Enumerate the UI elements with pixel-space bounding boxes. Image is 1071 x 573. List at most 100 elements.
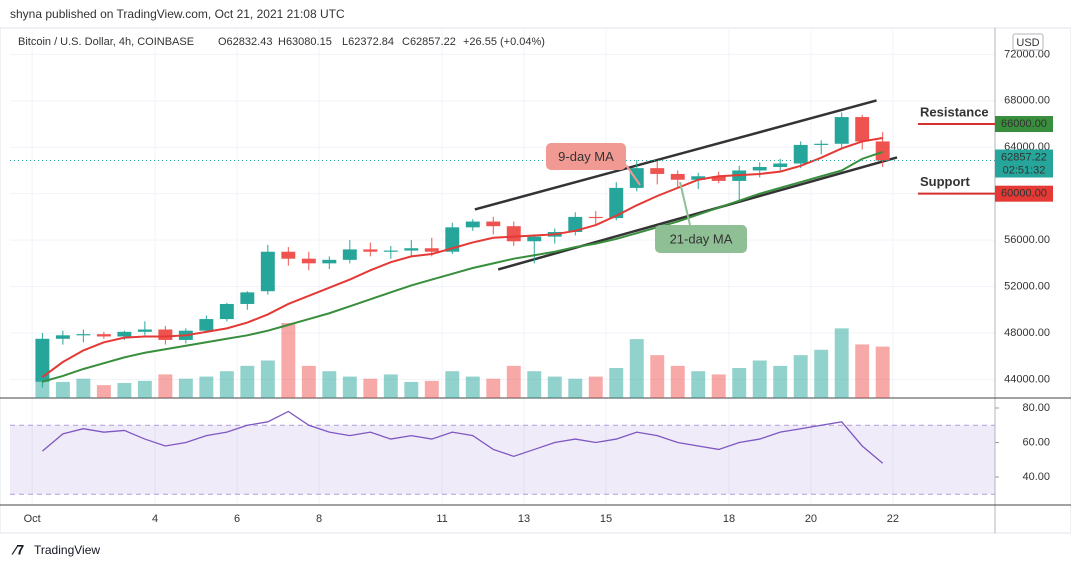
- volume-bar: [732, 368, 747, 398]
- candle-body: [199, 319, 214, 331]
- level-text: Resistance: [920, 104, 989, 119]
- candle-body: [35, 338, 50, 382]
- candle-body: [260, 251, 275, 292]
- rsi-band: [10, 425, 995, 495]
- candle-body: [219, 303, 234, 320]
- legend-high: H63080.15: [278, 36, 332, 48]
- y-tick-label: 72000.00: [1004, 48, 1050, 60]
- y-tick-label: 44000.00: [1004, 373, 1050, 385]
- volume-bar: [465, 376, 480, 398]
- level-box: [995, 116, 1053, 133]
- candle-body: [76, 334, 91, 336]
- volume-bar: [506, 365, 521, 398]
- volume-bar: [547, 376, 562, 398]
- x-tick-label: 13: [518, 513, 530, 525]
- candle-body: [322, 259, 337, 264]
- volume-bar: [875, 346, 890, 398]
- volume-bar: [76, 378, 91, 398]
- candle-body: [486, 221, 501, 227]
- candle-body: [158, 329, 173, 340]
- candle-body: [96, 334, 111, 337]
- x-tick-label: 22: [887, 513, 899, 525]
- annotation-pointer: [679, 181, 691, 226]
- candle-body: [875, 141, 890, 161]
- volume-bar: [445, 371, 460, 398]
- annotation-box: [546, 143, 626, 170]
- countdown: 02:51:32: [1003, 164, 1046, 176]
- volume-bar: [424, 380, 439, 398]
- x-tick-label: 8: [316, 513, 322, 525]
- candle-body: [445, 227, 460, 252]
- candle-body: [383, 250, 398, 252]
- annotation-text: 9-day MA: [558, 149, 614, 164]
- candle-body: [691, 176, 706, 180]
- volume-bar: [834, 328, 849, 398]
- candle-body: [834, 117, 849, 144]
- candle-body: [465, 221, 480, 228]
- volume-bar: [219, 371, 234, 398]
- candle-body: [670, 173, 685, 180]
- annotation-text: 21-day MA: [670, 231, 733, 246]
- ma21-line: [42, 150, 884, 383]
- y-tick-label: 68000.00: [1004, 95, 1050, 107]
- x-tick-label: Oct: [24, 513, 41, 525]
- volume-bar: [609, 368, 624, 398]
- volume-bar: [670, 365, 685, 398]
- candle-body: [506, 226, 521, 242]
- volume-bar: [711, 374, 726, 398]
- volume-bar: [527, 371, 542, 398]
- volume-bar: [814, 349, 829, 398]
- channel-line: [497, 156, 898, 271]
- volume-bar: [629, 339, 644, 398]
- brand-icon: ⁄7: [11, 542, 24, 558]
- candle-body: [363, 249, 378, 252]
- level-label: 60000.00: [1001, 188, 1047, 200]
- candle-body: [711, 176, 726, 181]
- volume-bar: [363, 378, 378, 398]
- candle-body: [240, 292, 255, 304]
- candle-body: [855, 117, 870, 142]
- candle-body: [773, 163, 788, 167]
- candle-body: [609, 187, 624, 219]
- volume-bar: [199, 376, 214, 398]
- y-tick-label: 52000.00: [1004, 280, 1050, 292]
- ma9-line: [41, 136, 883, 378]
- candle-body: [55, 335, 70, 339]
- volume-bar: [55, 381, 70, 398]
- brand: TradingView: [34, 543, 100, 557]
- candle-body: [568, 216, 583, 232]
- x-tick-label: 11: [436, 513, 447, 525]
- volume-bar: [322, 371, 337, 398]
- candle-body: [588, 216, 603, 219]
- channel-line: [474, 99, 877, 211]
- volume-bar: [588, 376, 603, 398]
- rsi-tick-label: 60.00: [1022, 436, 1050, 448]
- candle-body: [137, 329, 152, 332]
- candle-body: [650, 168, 665, 174]
- volume-bar: [158, 374, 173, 398]
- volume-bar: [281, 323, 296, 398]
- x-tick-label: 20: [805, 513, 817, 525]
- rsi-tick-label: 40.00: [1022, 471, 1050, 483]
- candle-body: [814, 143, 829, 145]
- candle-body: [793, 144, 808, 164]
- candle-body: [117, 331, 132, 337]
- y-tick-label: 48000.00: [1004, 327, 1050, 339]
- volume-bar: [342, 376, 357, 398]
- legend-low: L62372.84: [342, 36, 394, 48]
- rsi-tick-label: 80.00: [1022, 402, 1050, 414]
- volume-bar: [691, 371, 706, 398]
- last-price-box: [995, 149, 1053, 178]
- annotation-pointer: [625, 164, 641, 186]
- x-tick-label: 6: [234, 513, 240, 525]
- legend-open: O62832.43: [218, 36, 272, 48]
- last-price-label: 62857.22: [1001, 151, 1047, 163]
- candle-body: [629, 168, 644, 188]
- volume-bar: [568, 378, 583, 398]
- x-tick-label: 15: [600, 513, 612, 525]
- rsi-line: [41, 410, 884, 464]
- volume-bar: [301, 365, 316, 398]
- candle-body: [527, 236, 542, 242]
- volume-bar: [773, 365, 788, 398]
